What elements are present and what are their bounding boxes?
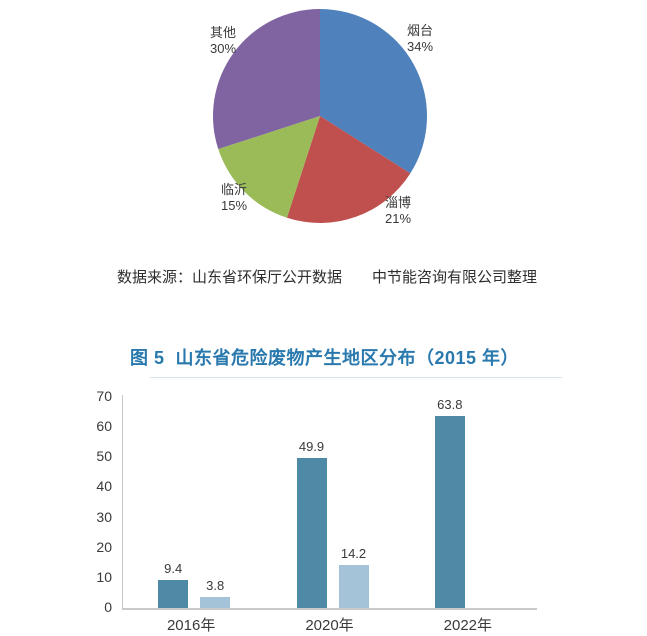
bar-series-1-dark-2022年 (434, 415, 465, 608)
y-axis-line (122, 395, 123, 609)
pie-label-yantai: 烟台 34% (407, 23, 433, 55)
bar-series-1-dark-2020年 (296, 457, 327, 608)
pie-label-percent: 34% (407, 39, 434, 54)
pie-slice-2 (218, 116, 320, 218)
x-axis-label-2016年: 2016年 (166, 617, 216, 634)
source-note-data: 数据来源：山东省环保厅公开数据 (117, 269, 343, 286)
pie-label-name: 淄博 (385, 195, 412, 210)
pie-label-qita: 其他 30% (210, 25, 236, 57)
bar-value-series-1-dark-2016年: 9.4 (164, 560, 183, 576)
y-axis-tick-10: 10 (96, 568, 112, 585)
x-axis-label-2020年: 2020年 (305, 617, 354, 634)
y-axis-tick-20: 20 (96, 538, 112, 555)
bar-series-1-dark-2016年 (158, 579, 189, 608)
y-axis-tick-0: 0 (104, 599, 112, 615)
title-divider (150, 377, 562, 378)
pie-label-zibo: 淄博 21% (385, 195, 411, 227)
pie-label-name: 临沂 (221, 182, 248, 197)
bar-value-series-1-dark-2022年: 63.8 (437, 396, 463, 412)
y-axis-tick-70: 70 (96, 388, 112, 404)
bar-series-2-light-2016年 (200, 596, 231, 608)
y-axis-tick-40: 40 (96, 478, 112, 495)
source-note-org: 中节能咨询有限公司整理 (372, 269, 538, 286)
pie-label-percent: 21% (385, 211, 412, 226)
pie-chart (213, 9, 427, 223)
bar-value-series-2-light-2016年: 3.8 (206, 577, 225, 593)
pie-slice-3 (213, 9, 320, 150)
pie-label-percent: 15% (221, 198, 248, 213)
x-axis-line (122, 608, 537, 610)
y-axis-tick-50: 50 (96, 448, 112, 465)
pie-label-name: 其他 (210, 25, 237, 40)
pie-label-linyi: 临沂 15% (221, 182, 247, 214)
pie-slice-0 (320, 9, 427, 174)
pie-label-name: 烟台 (407, 23, 434, 38)
source-note: 数据来源：山东省环保厅公开数据 中节能咨询有限公司整理 (117, 266, 537, 287)
pie-slice-1 (286, 116, 411, 223)
figure-title: 图 5 山东省危险废物产生地区分布（2015 年） (130, 348, 520, 368)
bar-value-series-1-dark-2020年: 49.9 (298, 438, 325, 454)
y-axis-tick-30: 30 (96, 508, 112, 525)
x-axis-label-2022年: 2022年 (443, 617, 493, 634)
pie-label-percent: 30% (210, 41, 237, 56)
y-axis-tick-60: 60 (96, 418, 112, 435)
bar-value-series-2-light-2020年: 14.2 (340, 546, 367, 562)
bar-series-2-light-2020年 (338, 565, 369, 608)
